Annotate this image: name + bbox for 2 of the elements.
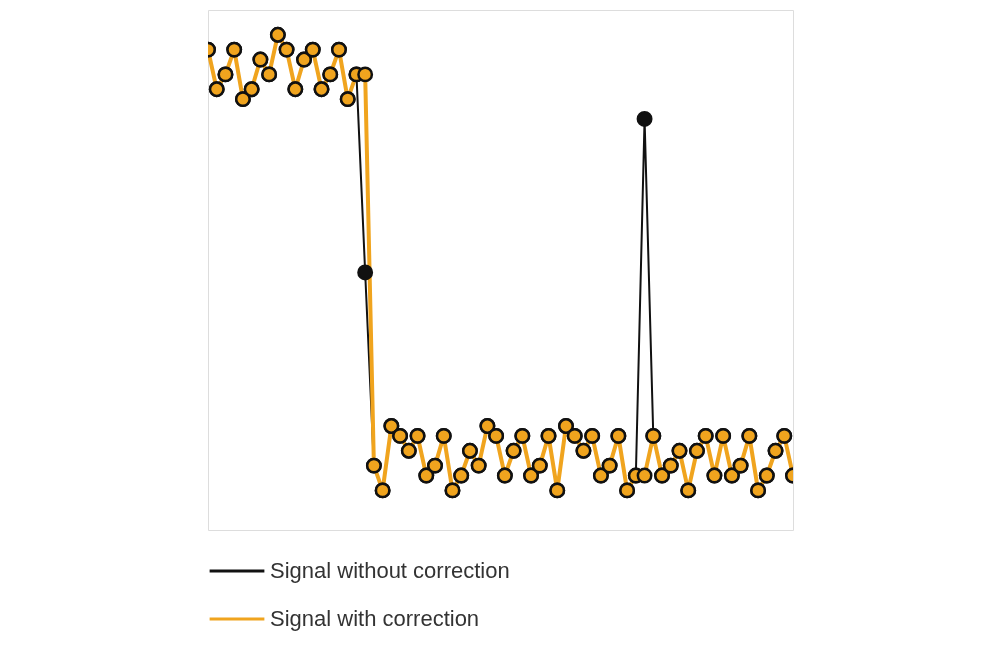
legend-label: Signal without correction [270, 558, 510, 583]
legend-label: Signal with correction [270, 606, 480, 631]
